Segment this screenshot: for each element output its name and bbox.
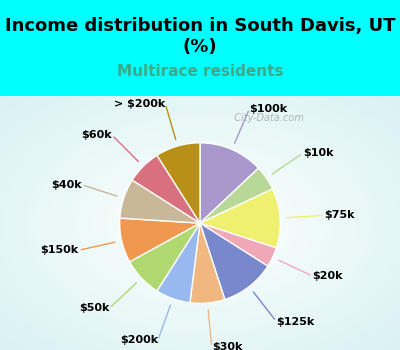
Wedge shape: [200, 168, 273, 223]
Wedge shape: [190, 223, 225, 303]
Text: $20k: $20k: [313, 271, 343, 281]
Text: $10k: $10k: [303, 148, 334, 158]
Text: $60k: $60k: [81, 130, 112, 140]
Text: Multirace residents: Multirace residents: [117, 64, 283, 79]
Text: $30k: $30k: [212, 342, 242, 350]
Wedge shape: [200, 143, 258, 223]
Wedge shape: [132, 155, 200, 223]
Text: $125k: $125k: [276, 316, 314, 327]
Text: $40k: $40k: [51, 180, 82, 190]
Wedge shape: [200, 223, 268, 300]
Wedge shape: [120, 180, 200, 223]
Wedge shape: [157, 143, 200, 223]
Text: $75k: $75k: [324, 210, 355, 220]
Text: $150k: $150k: [40, 245, 78, 255]
Text: $50k: $50k: [79, 303, 109, 313]
Text: City-Data.com: City-Data.com: [228, 113, 304, 124]
Wedge shape: [200, 189, 280, 248]
Text: $100k: $100k: [250, 104, 288, 114]
Text: $200k: $200k: [120, 335, 158, 345]
Wedge shape: [120, 218, 200, 262]
Wedge shape: [157, 223, 200, 303]
Text: Income distribution in South Davis, UT
(%): Income distribution in South Davis, UT (…: [5, 17, 395, 56]
Wedge shape: [130, 223, 200, 291]
Text: > $200k: > $200k: [114, 99, 165, 108]
Wedge shape: [200, 223, 276, 266]
